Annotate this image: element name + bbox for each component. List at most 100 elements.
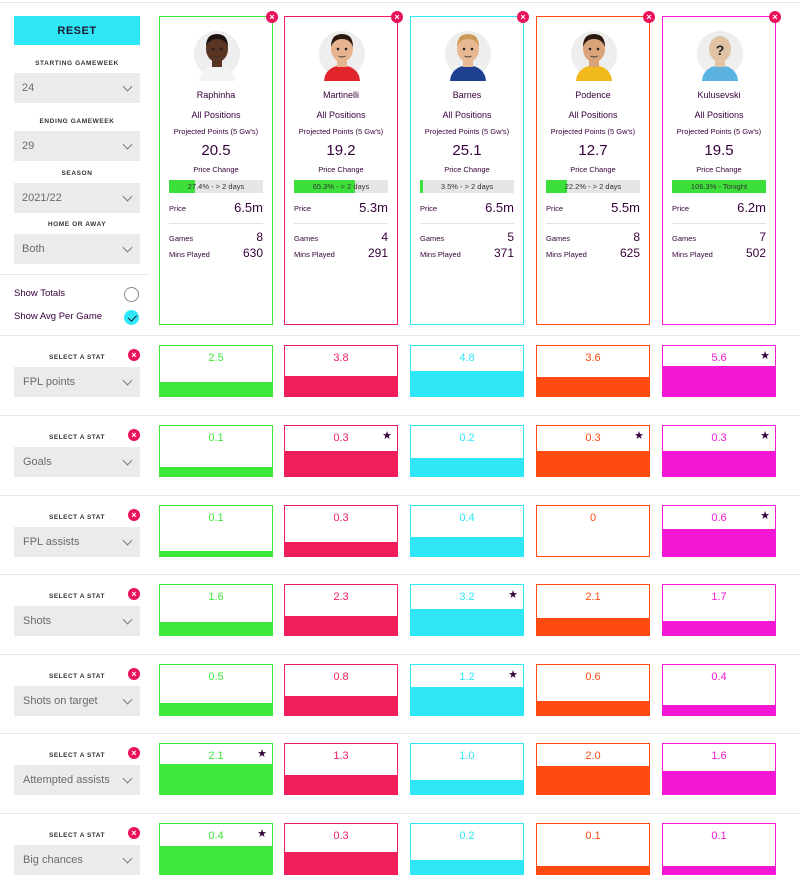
price-change-bar: 106.3% - Tonight [672,180,766,193]
stat-fill-bar [411,860,523,874]
stat-fill-bar [537,866,649,874]
stat-fill-bar [663,366,775,396]
stat-value: 1.2 [459,671,475,683]
player-card-martinelli: × Martinelli All Positions Projected Points… [284,11,403,325]
divider [0,495,800,496]
player-position: All Positions [316,110,366,120]
price-change-text: 27.4% - > 2 days [187,182,245,191]
remove-stat-icon[interactable]: × [128,349,140,361]
price-change-label: Price Change [318,165,364,174]
remove-player-icon[interactable]: × [266,11,278,23]
player-avatar [194,27,240,81]
stat-select[interactable]: FPL points [14,367,140,397]
stat-value: 0.4 [459,512,475,524]
divider [0,415,800,416]
star-icon: ★ [760,510,770,522]
stat-fill-bar [411,780,523,794]
divider [0,654,800,655]
show-avg-radio[interactable] [124,310,139,325]
stat-value: 3.6 [585,352,601,364]
show-avg-label: Show Avg Per Game [14,311,103,322]
chevron-down-icon [122,614,133,625]
season-label: SEASON [61,170,93,177]
chevron-down-icon [122,375,133,386]
stat-select-value: Shots [23,615,52,627]
stat-fill-bar [537,451,649,476]
stat-cell: 0.8 [284,664,398,716]
star-icon: ★ [760,430,770,442]
remove-stat-icon[interactable]: × [128,747,140,759]
stat-fill-bar [160,846,272,874]
stat-value: 1.6 [208,591,224,603]
stat-value: 0 [589,512,597,524]
stat-value: 4.8 [459,352,475,364]
chevron-down-icon [122,455,133,466]
divider [294,223,388,224]
season-select[interactable]: 2021/22 [14,183,140,213]
ending-gameweek-select[interactable]: 29 [14,131,140,161]
starting-gameweek-select[interactable]: 24 [14,73,140,103]
remove-player-icon[interactable]: × [391,11,403,23]
stat-select-value: FPL assists [23,536,80,548]
stat-fill-bar [663,705,775,715]
player-position: All Positions [442,110,492,120]
stat-value: 2.0 [585,750,601,762]
stat-select[interactable]: Attempted assists [14,765,140,795]
stat-value: 0.1 [208,512,224,524]
stat-select[interactable]: Shots on target [14,686,140,716]
divider [169,223,263,224]
stat-select[interactable]: FPL assists [14,527,140,557]
stat-cell: 0.3 ★ [284,425,398,477]
projected-points-value: 19.2 [326,142,356,159]
stat-value: 0.3 [711,432,727,444]
player-avatar [571,27,617,81]
stat-value: 0.3 [333,432,349,444]
games-label: Games [420,234,445,243]
stat-cell: 5.6 ★ [662,345,776,397]
stat-value: 1.3 [333,750,349,762]
stat-fill-bar [663,771,775,794]
remove-stat-icon[interactable]: × [128,588,140,600]
star-icon: ★ [257,748,267,760]
stat-value: 2.3 [333,591,349,603]
stat-select[interactable]: Shots [14,606,140,636]
select-stat-label: SELECT A STAT [49,593,105,600]
remove-stat-icon[interactable]: × [128,429,140,441]
remove-player-icon[interactable]: × [517,11,529,23]
price-change-fill [546,180,567,193]
remove-stat-icon[interactable]: × [128,668,140,680]
star-icon: ★ [634,430,644,442]
stat-fill-bar [411,687,523,715]
mins-played-value: 502 [745,246,766,260]
home-or-away-select[interactable]: Both [14,234,140,264]
games-label: Games [546,234,571,243]
player-name: Martinelli [322,90,359,100]
show-totals-radio[interactable] [124,287,139,302]
stat-value: 1.6 [711,750,727,762]
remove-stat-icon[interactable]: × [128,827,140,839]
stat-value: 0.6 [711,512,727,524]
star-icon: ★ [257,828,267,840]
price-change-label: Price Change [193,165,239,174]
stat-value: 2.1 [208,750,224,762]
chevron-down-icon [122,694,133,705]
stat-value: 2.1 [585,591,601,603]
stat-value: 0.6 [585,671,601,683]
reset-button[interactable]: RESET [14,16,140,45]
stat-value: 0.1 [585,830,601,842]
remove-player-icon[interactable]: × [643,11,655,23]
stat-select[interactable]: Big chances [14,845,140,875]
remove-stat-icon[interactable]: × [128,509,140,521]
stat-cell: 0.4 ★ [159,823,273,875]
projected-points-value: 12.7 [578,142,608,159]
show-totals-label: Show Totals [14,288,66,299]
price-label: Price [420,204,438,213]
stat-value: 0.5 [208,671,224,683]
remove-player-icon[interactable]: × [769,11,781,23]
player-position: All Positions [568,110,618,120]
stat-cell: 0.2 [410,823,524,875]
stat-select[interactable]: Goals [14,447,140,477]
stat-value: 3.8 [333,352,349,364]
stat-fill-bar [663,529,775,556]
